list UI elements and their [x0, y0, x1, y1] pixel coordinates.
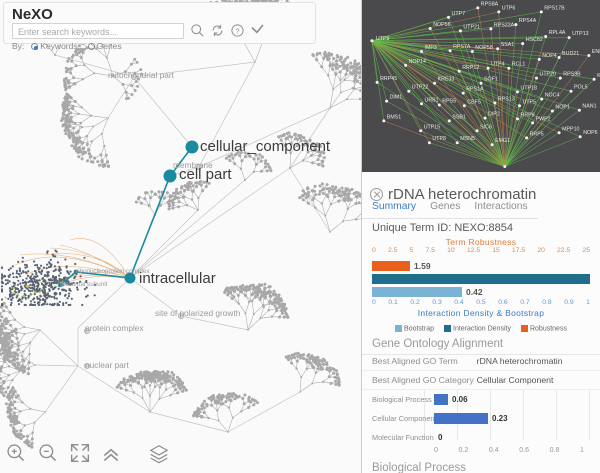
svg-text:UTP20: UTP20 — [540, 72, 557, 78]
svg-text:POL5: POL5 — [574, 85, 588, 91]
svg-text:UTP9: UTP9 — [376, 36, 390, 42]
svg-text:ENP1: ENP1 — [592, 49, 600, 55]
svg-text:SSA1: SSA1 — [501, 42, 515, 48]
svg-text:CBF5: CBF5 — [467, 99, 481, 105]
svg-text:URB1: URB1 — [425, 97, 439, 103]
svg-text:RRP9: RRP9 — [521, 112, 535, 118]
svg-text:UTP8: UTP8 — [432, 136, 446, 142]
svg-text:UTP7: UTP7 — [452, 11, 466, 17]
svg-text:RPS22A: RPS22A — [494, 22, 515, 28]
svg-text:EMG1: EMG1 — [495, 138, 510, 144]
svg-text:DIM1: DIM1 — [390, 95, 403, 101]
svg-text:NAN1: NAN1 — [582, 104, 596, 110]
svg-text:SIC6: SIC6 — [480, 124, 492, 130]
svg-text:RPS9B: RPS9B — [563, 72, 581, 78]
svg-text:NOP56: NOP56 — [433, 22, 450, 28]
svg-text:MSN5: MSN5 — [460, 136, 475, 142]
svg-text:RPL4A: RPL4A — [549, 30, 566, 36]
svg-text:RRP5: RRP5 — [530, 131, 544, 137]
svg-text:IMP3: IMP3 — [425, 45, 437, 51]
svg-text:BUD21: BUD21 — [562, 51, 579, 57]
svg-text:NOP1: NOP1 — [555, 105, 569, 111]
svg-text:NOP6: NOP6 — [583, 130, 597, 136]
svg-text:RPS13: RPS13 — [498, 97, 515, 103]
svg-text:RPS8A: RPS8A — [481, 1, 499, 7]
svg-text:UTP6: UTP6 — [502, 5, 516, 11]
svg-text:UTP18: UTP18 — [521, 85, 538, 91]
svg-text:UTP5: UTP5 — [523, 99, 537, 105]
svg-text:MPP10: MPP10 — [562, 126, 579, 132]
svg-text:NOC4: NOC4 — [545, 93, 560, 99]
svg-text:UTP4: UTP4 — [491, 62, 505, 68]
svg-text:KRE33: KRE33 — [438, 77, 455, 83]
svg-text:RPS7A: RPS7A — [453, 44, 471, 50]
svg-text:HSC82: HSC82 — [526, 37, 543, 43]
svg-text:UTP22: UTP22 — [412, 85, 429, 91]
svg-text:UTP15: UTP15 — [424, 124, 441, 130]
svg-text:NOP4: NOP4 — [542, 53, 556, 59]
svg-text:RPS1A: RPS1A — [466, 87, 484, 93]
svg-text:DIP2: DIP2 — [488, 112, 500, 118]
svg-text:RRP12: RRP12 — [462, 65, 479, 71]
svg-text:RCL1: RCL1 — [512, 62, 526, 68]
svg-text:RRP45: RRP45 — [380, 76, 397, 82]
svg-text:RPS5: RPS5 — [442, 99, 456, 105]
svg-text:RPS4A: RPS4A — [519, 18, 537, 24]
svg-text:NOP58: NOP58 — [475, 45, 492, 51]
svg-text:?: ? — [235, 27, 239, 36]
svg-text:BMS1: BMS1 — [387, 114, 401, 120]
svg-text:NOP14: NOP14 — [409, 59, 426, 65]
svg-text:UTP21: UTP21 — [463, 24, 480, 30]
svg-text:UTP13: UTP13 — [572, 31, 589, 37]
svg-text:RPS17B: RPS17B — [544, 5, 565, 11]
svg-text:SSB1: SSB1 — [452, 114, 466, 120]
svg-text:SOF1: SOF1 — [484, 77, 498, 83]
svg-text:PWP2: PWP2 — [536, 116, 551, 122]
